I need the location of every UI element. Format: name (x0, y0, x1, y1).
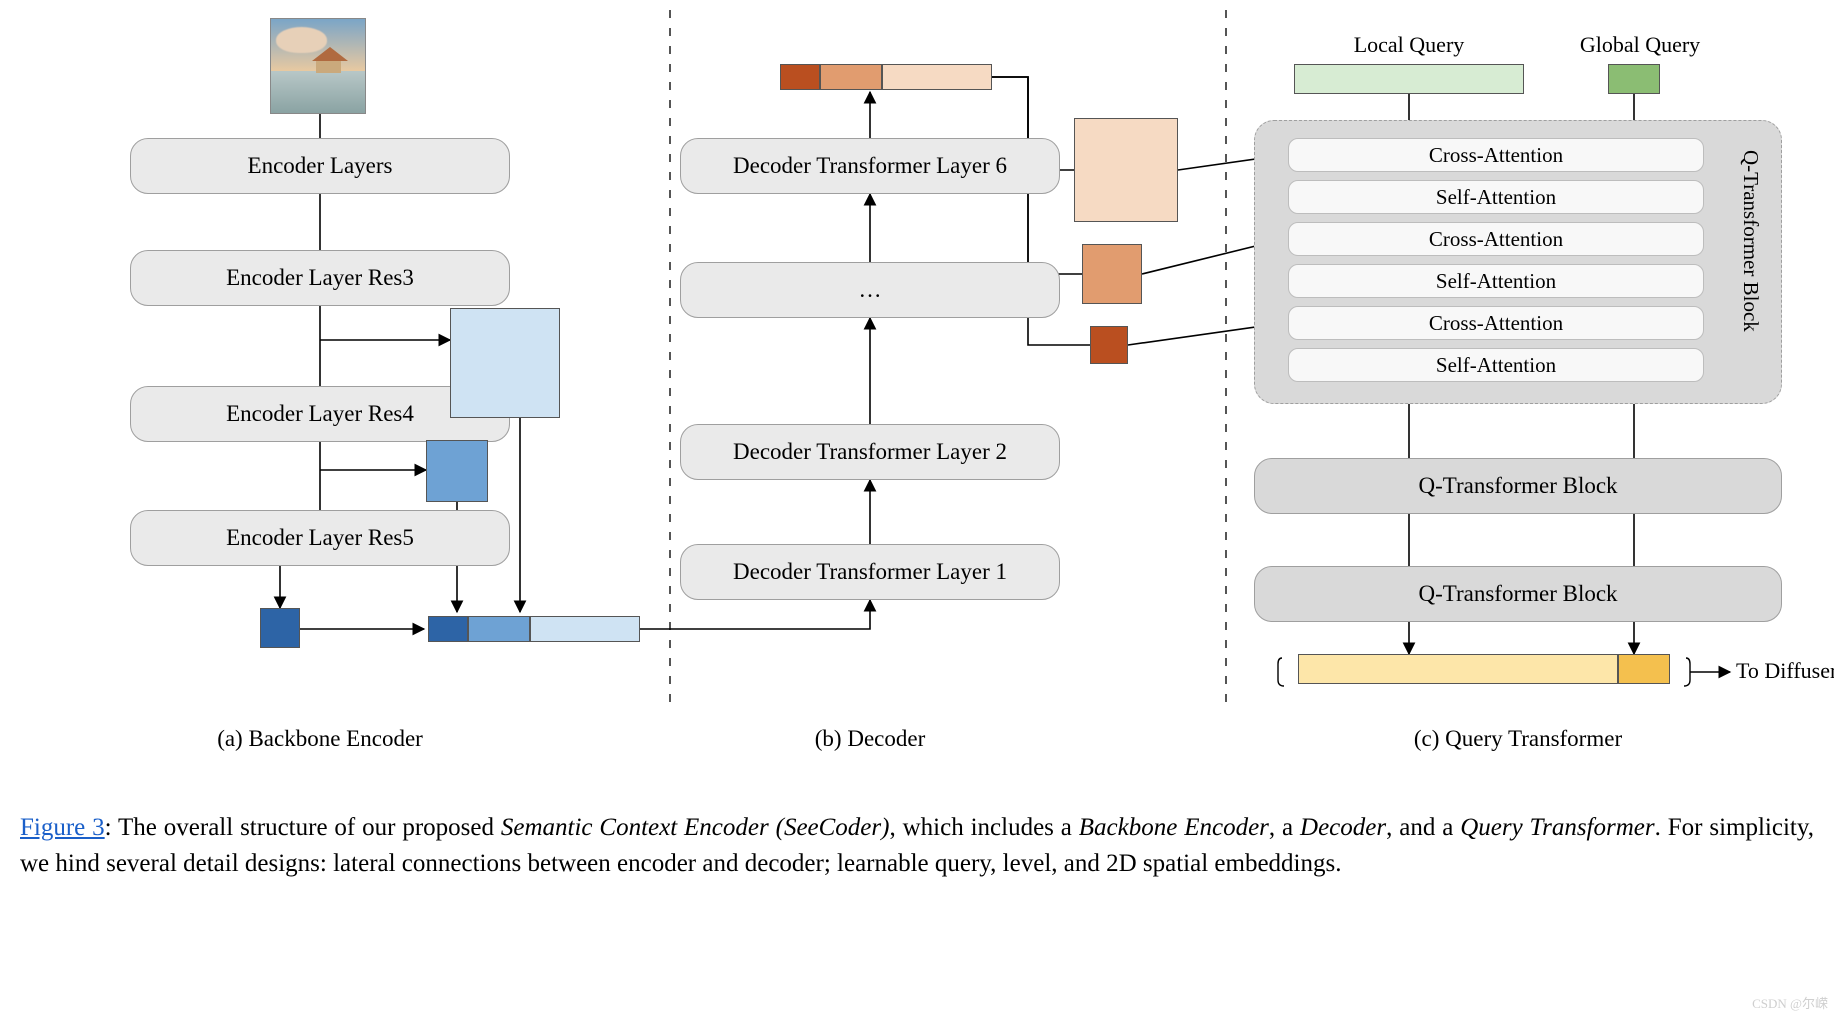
out-local (1298, 654, 1618, 684)
feat-res3 (450, 308, 560, 418)
qrow-sa-1-label: Self-Attention (1436, 185, 1556, 210)
out-seg-light (882, 64, 992, 90)
cap-t1: : The overall structure of our proposed (105, 814, 501, 841)
feat-res5 (260, 608, 300, 648)
qrow-sa-2: Self-Attention (1288, 264, 1704, 298)
decoder-out-bar (780, 64, 992, 90)
enc-res3: Encoder Layer Res3 (130, 250, 510, 306)
enc-layers: Encoder Layers (130, 138, 510, 194)
watermark-text: CSDN @尔嵘 (1752, 996, 1828, 1011)
qtb-2-label: Q-Transformer Block (1418, 473, 1617, 499)
tap-large (1074, 118, 1178, 222)
qtb-3: Q-Transformer Block (1254, 566, 1782, 622)
dec-l6-label: Decoder Transformer Layer 6 (733, 153, 1007, 179)
local-query-box (1294, 64, 1524, 94)
out-global (1618, 654, 1670, 684)
to-diffuser-label: To Diffuser (1736, 658, 1834, 684)
qrow-sa-3-label: Self-Attention (1436, 353, 1556, 378)
cap-i4: Query Transformer (1460, 814, 1654, 841)
qrow-ca-3: Cross-Attention (1288, 306, 1704, 340)
cap-i3: Decoder (1300, 814, 1386, 841)
enc-res3-label: Encoder Layer Res3 (226, 265, 414, 291)
qtb-3-label: Q-Transformer Block (1418, 581, 1617, 607)
global-query-text: Global Query (1580, 32, 1700, 57)
section-b-text: (b) Decoder (815, 726, 925, 751)
enc-layers-label: Encoder Layers (248, 153, 393, 179)
cap-m1: , which includes a (889, 814, 1078, 841)
qrow-sa-1: Self-Attention (1288, 180, 1704, 214)
qrow-ca-3-label: Cross-Attention (1429, 311, 1563, 336)
watermark: CSDN @尔嵘 (1752, 993, 1828, 1012)
section-a-title: (a) Backbone Encoder (130, 726, 510, 752)
enc-res5: Encoder Layer Res5 (130, 510, 510, 566)
out-seg-dark (780, 64, 820, 90)
dec-l6: Decoder Transformer Layer 6 (680, 138, 1060, 194)
cap-m3: , and a (1386, 814, 1460, 841)
local-query-label: Local Query (1294, 32, 1524, 58)
concat-seg-dark (428, 616, 468, 642)
figure-link-text: Figure 3 (20, 814, 105, 841)
feat-res4 (426, 440, 488, 502)
cap-m2: , a (1269, 814, 1300, 841)
figure-caption: Figure 3: The overall structure of our p… (20, 810, 1814, 883)
figure-link[interactable]: Figure 3 (20, 814, 105, 841)
section-c-title: (c) Query Transformer (1254, 726, 1782, 752)
dec-l1-label: Decoder Transformer Layer 1 (733, 559, 1007, 585)
enc-res5-label: Encoder Layer Res5 (226, 525, 414, 551)
concat-seg-mid (468, 616, 530, 642)
local-query-text: Local Query (1354, 32, 1465, 57)
enc-res4-label: Encoder Layer Res4 (226, 401, 414, 427)
section-a-text: (a) Backbone Encoder (217, 726, 423, 751)
qtb-2: Q-Transformer Block (1254, 458, 1782, 514)
qrow-sa-2-label: Self-Attention (1436, 269, 1556, 294)
dec-l2: Decoder Transformer Layer 2 (680, 424, 1060, 480)
tap-mid (1082, 244, 1142, 304)
cap-i2: Backbone Encoder (1079, 814, 1269, 841)
qrow-ca-2: Cross-Attention (1288, 222, 1704, 256)
qrow-ca-2-label: Cross-Attention (1429, 227, 1563, 252)
qrow-ca-1-label: Cross-Attention (1429, 143, 1563, 168)
encoder-concat (428, 616, 640, 642)
diagram-canvas: Encoder Layers Encoder Layer Res3 Encode… (20, 10, 1814, 790)
dec-l2-label: Decoder Transformer Layer 2 (733, 439, 1007, 465)
input-image (270, 18, 366, 114)
qrow-ca-1: Cross-Attention (1288, 138, 1704, 172)
out-seg-mid (820, 64, 882, 90)
concat-seg-light (530, 616, 640, 642)
to-diffuser-text: To Diffuser (1736, 658, 1834, 683)
tap-small (1090, 326, 1128, 364)
qblock-vlabel-text: Q-Transformer Block (1739, 150, 1763, 332)
dec-dots: … (680, 262, 1060, 318)
global-query-box (1608, 64, 1660, 94)
cap-i1: Semantic Context Encoder (SeeCoder) (501, 814, 890, 841)
section-c-text: (c) Query Transformer (1414, 726, 1622, 751)
section-b-title: (b) Decoder (680, 726, 1060, 752)
qrow-sa-3: Self-Attention (1288, 348, 1704, 382)
dec-l1: Decoder Transformer Layer 1 (680, 544, 1060, 600)
global-query-label: Global Query (1560, 32, 1720, 58)
dec-dots-label: … (859, 277, 882, 303)
qtransformer-block-vlabel: Q-Transformer Block (1738, 150, 1763, 380)
